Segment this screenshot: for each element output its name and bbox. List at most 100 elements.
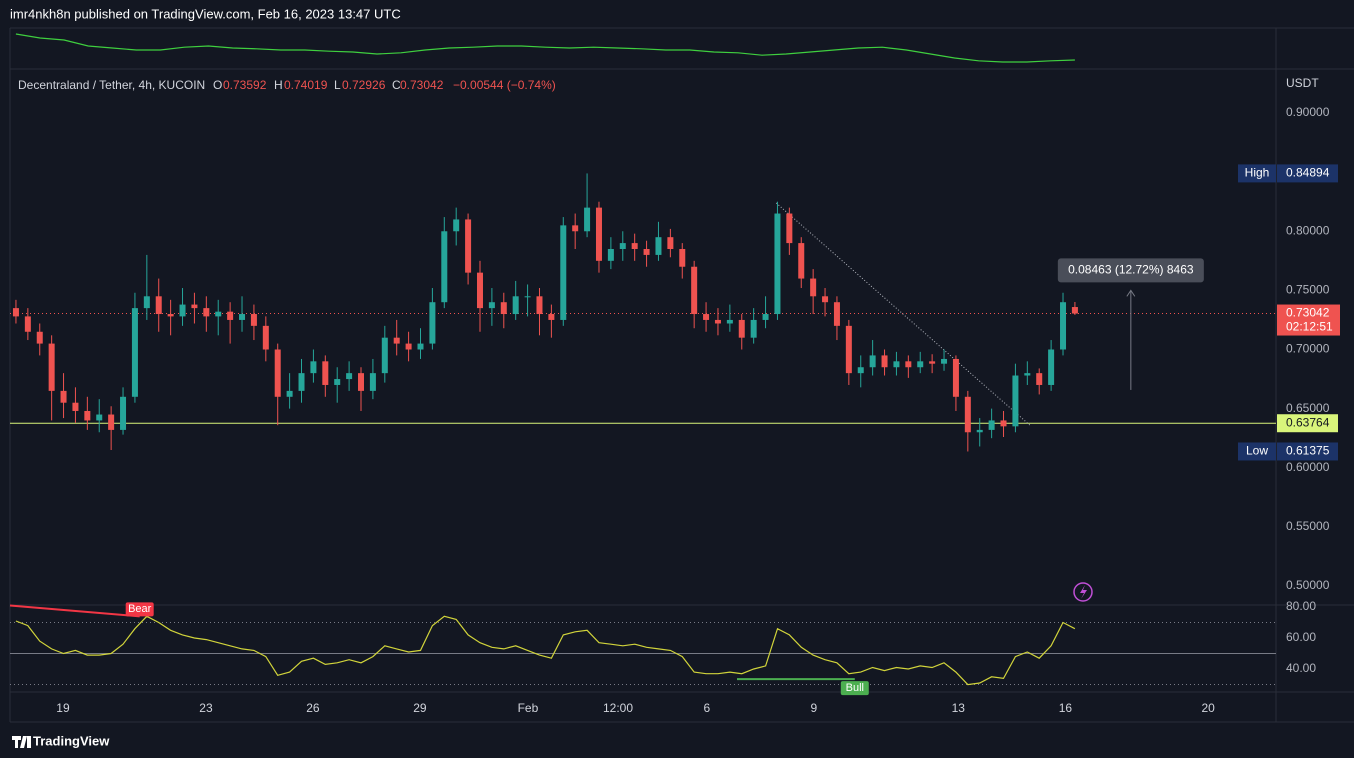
- extreme-value-box: [1277, 164, 1338, 183]
- x-tick-label: 6: [704, 701, 711, 715]
- candle-body: [667, 237, 674, 250]
- candle-body: [108, 414, 115, 430]
- candle-body: [917, 361, 924, 368]
- candle-body: [1000, 420, 1007, 427]
- candle-body: [572, 225, 579, 232]
- y-tick-label: 0.60000: [1286, 460, 1330, 474]
- candle-body: [726, 319, 733, 324]
- candle-body: [334, 379, 341, 385]
- candle-body: [72, 402, 79, 411]
- candle-body: [798, 243, 805, 279]
- legend-value: 0.73592: [223, 78, 267, 92]
- candle-body: [869, 355, 876, 368]
- candle-body: [476, 272, 483, 309]
- candle-body: [607, 249, 614, 261]
- candle-body: [1024, 373, 1031, 376]
- legend-key: H: [274, 78, 283, 92]
- candle-body: [167, 314, 174, 317]
- candle-body: [679, 249, 686, 267]
- y-tick-label: 0.80000: [1286, 223, 1330, 237]
- current-price-label: 0.73042: [1286, 306, 1330, 320]
- candle-body: [310, 361, 317, 374]
- candle-body: [84, 410, 91, 421]
- candle-body: [24, 316, 31, 332]
- divergence-label: Bull: [846, 682, 864, 694]
- y-tick-label: 0.50000: [1286, 578, 1330, 592]
- alert-icon[interactable]: [1073, 582, 1093, 602]
- candle-body: [1071, 307, 1078, 314]
- rsi-tick-label: 60.00: [1286, 630, 1316, 644]
- countdown: 02:12:51: [1286, 320, 1333, 334]
- candle-body: [441, 231, 448, 303]
- candle-body: [417, 343, 424, 350]
- candle-body: [405, 343, 412, 350]
- candle-body: [179, 304, 186, 317]
- extreme-key: Low: [1246, 444, 1268, 458]
- candle-body: [393, 337, 400, 344]
- candle-body: [12, 308, 19, 317]
- y-tick-label: 0.75000: [1286, 283, 1330, 297]
- candle-body: [500, 302, 507, 315]
- candle-body: [429, 302, 436, 344]
- candle-body: [1036, 373, 1043, 385]
- candle-body: [833, 302, 840, 326]
- legend-value: 0.72926: [342, 78, 386, 92]
- candle-body: [822, 296, 829, 303]
- candle-body: [453, 219, 460, 232]
- candle-body: [1012, 375, 1019, 427]
- candle-body: [203, 308, 210, 317]
- divergence-label: Bear: [128, 603, 152, 615]
- candle-body: [750, 319, 757, 338]
- extreme-key: High: [1245, 166, 1270, 180]
- candle-body: [1048, 349, 1055, 385]
- candle-body: [120, 396, 127, 430]
- x-tick-label: 12:00: [603, 701, 633, 715]
- candle-body: [595, 207, 602, 261]
- candle-body: [155, 296, 162, 315]
- candle-body: [60, 390, 67, 403]
- y-tick-label: 0.90000: [1286, 105, 1330, 119]
- y-tick-label: 0.65000: [1286, 401, 1330, 415]
- candle-body: [988, 420, 995, 430]
- legend-change: −0.00544 (−0.74%): [453, 78, 556, 92]
- candle-body: [465, 219, 472, 273]
- candle-body: [714, 319, 721, 324]
- divergence-label-box: [125, 602, 154, 617]
- x-tick-label: 13: [952, 701, 966, 715]
- candle-body: [215, 311, 222, 317]
- symbol: Decentraland / Tether, 4h, KUCOIN: [18, 78, 205, 92]
- candle-body: [143, 296, 150, 309]
- candle-body: [762, 314, 769, 320]
- candle-body: [488, 302, 495, 309]
- brand-name: TradingView: [33, 733, 110, 748]
- current-price-box: [1277, 304, 1340, 336]
- candle-body: [524, 296, 531, 298]
- extreme-value: 0.84894: [1286, 166, 1330, 180]
- legend-key: C: [392, 78, 401, 92]
- rsi-tick-label: 40.00: [1286, 661, 1316, 675]
- candle-body: [941, 358, 948, 364]
- candle-body: [286, 390, 293, 397]
- candle-body: [738, 319, 745, 338]
- candle-body: [893, 361, 900, 368]
- legend-value: 0.73042: [400, 78, 444, 92]
- legend-key: O: [213, 78, 222, 92]
- divergence-line: [9, 604, 140, 618]
- measure-label: 0.08463 (12.72%) 8463: [1068, 263, 1194, 277]
- candle-body: [227, 311, 234, 320]
- candle-body: [976, 429, 983, 433]
- trendline: [775, 202, 1031, 426]
- candle-body: [857, 367, 864, 374]
- candle-body: [548, 314, 555, 320]
- candle-body: [536, 296, 543, 315]
- candle-body: [274, 349, 281, 397]
- candle-body: [786, 213, 793, 244]
- candle-body: [131, 308, 138, 397]
- candle-body: [691, 266, 698, 315]
- candle-body: [774, 213, 781, 315]
- candle-body: [358, 373, 365, 391]
- candle-body: [560, 225, 567, 320]
- divergence-label-box: [840, 681, 869, 696]
